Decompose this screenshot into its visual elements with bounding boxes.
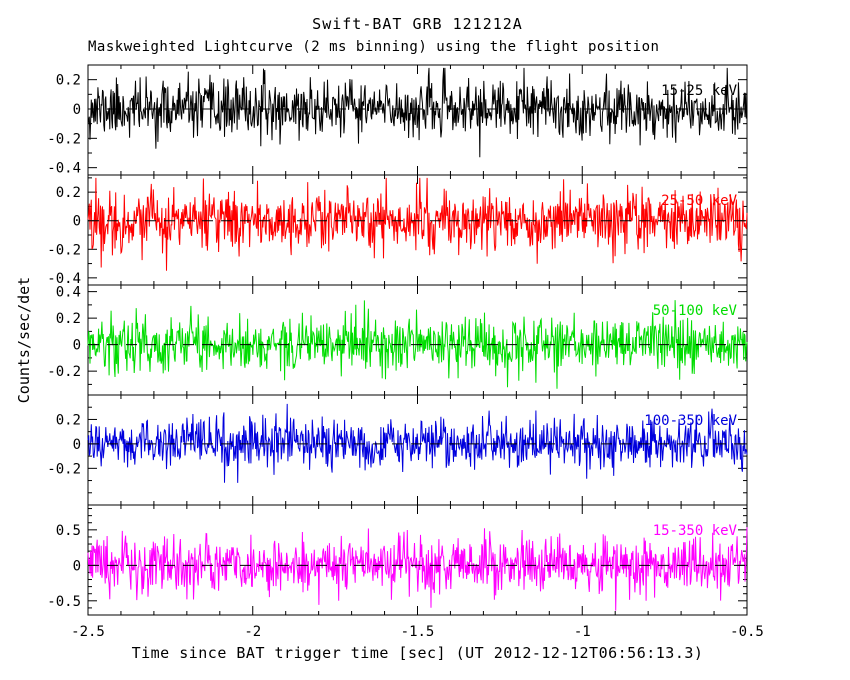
band-label: 50-100 keV — [653, 303, 738, 319]
y-tick-label: 0.2 — [56, 73, 81, 89]
y-tick-label: -0.2 — [47, 242, 81, 258]
x-tick-label: -2 — [244, 624, 261, 640]
band-label: 100-350 keV — [644, 413, 737, 429]
panel-frame-1 — [87, 174, 748, 286]
lightcurve-series-4 — [87, 527, 748, 611]
y-tick-label: -0.2 — [47, 461, 81, 477]
chart-title: Swift-BAT GRB 121212A — [312, 15, 523, 33]
band-label: 25-50 keV — [661, 193, 737, 209]
band-label: 15-25 keV — [661, 83, 737, 99]
y-tick-label: 0 — [73, 214, 81, 230]
y-tick-label: 0 — [73, 437, 81, 453]
y-tick-label: 0.2 — [56, 185, 81, 201]
lightcurve-series-1 — [87, 177, 748, 271]
x-tick-label: -1.5 — [401, 624, 435, 640]
y-tick-label: 0 — [73, 338, 81, 354]
y-tick-label: 0.2 — [56, 412, 81, 428]
y-tick-label: 0.5 — [56, 523, 81, 539]
y-tick-label: 0 — [73, 558, 81, 574]
lightcurve-series-3 — [87, 403, 748, 483]
y-tick-label: -0.5 — [47, 594, 81, 610]
x-tick-label: -1 — [574, 624, 591, 640]
lightcurve-series-0 — [87, 67, 748, 158]
y-tick-label: -0.4 — [47, 271, 81, 287]
y-tick-label: -0.4 — [47, 161, 81, 177]
band-label: 15-350 keV — [653, 523, 738, 539]
y-tick-label: 0.2 — [56, 311, 81, 327]
y-tick-label: 0.4 — [56, 285, 81, 301]
x-tick-label: -0.5 — [730, 624, 764, 640]
y-tick-label: -0.2 — [47, 364, 81, 380]
y-tick-label: 0 — [73, 102, 81, 118]
x-tick-label: -2.5 — [71, 624, 105, 640]
chart-subtitle: Maskweighted Lightcurve (2 ms binning) u… — [88, 39, 660, 55]
x-axis-label: Time since BAT trigger time [sec] (UT 20… — [131, 644, 704, 662]
y-tick-label: -0.2 — [47, 131, 81, 147]
